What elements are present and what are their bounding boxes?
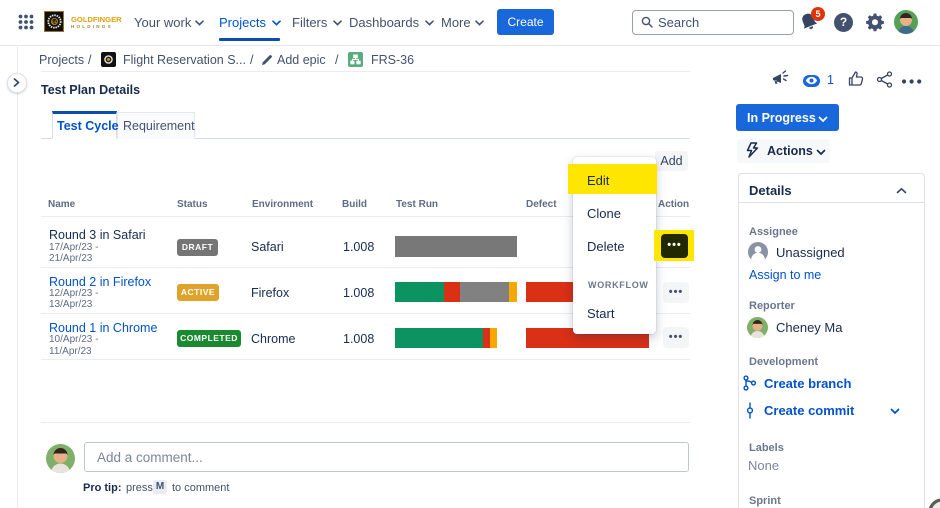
svg-text:GF: GF [52,19,58,24]
